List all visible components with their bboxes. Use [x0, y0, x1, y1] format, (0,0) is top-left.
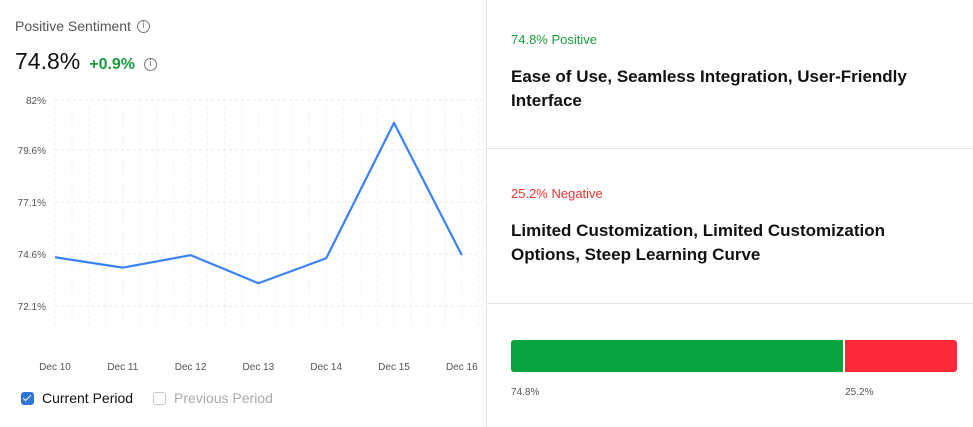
positive-section: 74.8% Positive Ease of Use, Seamless Int…	[487, 0, 973, 149]
info-icon[interactable]: i	[144, 58, 158, 71]
sentiment-line-chart: 82% 79.6% 77.1% 74.6% 72.1% Dec 10 Dec 11 Dec 1…	[18, 96, 486, 373]
negative-section: 25.2% Negative Limited Customization, Li…	[487, 149, 973, 304]
x-tick-label: Dec 16	[446, 362, 478, 373]
x-tick-label: Dec 11	[107, 362, 138, 373]
y-tick-label: 74.6%	[18, 250, 46, 261]
sentiment-breakdown-section: 74.8% 25.2%	[487, 304, 973, 427]
x-tick-label: Dec 10	[39, 362, 71, 373]
negative-bar-segment	[845, 340, 957, 372]
metric-delta: +0.9%	[89, 56, 136, 73]
positive-bar-segment	[511, 340, 844, 372]
metric-title: Positive Sentiment	[15, 18, 131, 34]
checkbox-checked-icon[interactable]	[21, 391, 34, 405]
series-line-current-period[interactable]	[54, 121, 463, 285]
negative-label: 25.2% Negative	[511, 186, 603, 201]
positive-themes: Ease of Use, Seamless Integration, User-…	[511, 67, 907, 110]
sentiment-chart-panel: Positive Sentiment i 74.8% +0.9% i 82% 79…	[0, 0, 486, 427]
negative-share-label: 25.2%	[845, 387, 874, 398]
y-tick-label: 82%	[26, 96, 46, 107]
metric-value-row: 74.8% +0.9% i	[15, 48, 158, 75]
sentiment-breakdown-bar	[511, 340, 957, 372]
legend-previous-label: Previous Period	[174, 390, 273, 406]
legend-previous-period[interactable]: Previous Period	[153, 390, 273, 406]
y-tick-label: 77.1%	[18, 198, 46, 209]
x-tick-label: Dec 14	[310, 362, 342, 373]
y-tick-label: 72.1%	[18, 302, 46, 313]
checkbox-unchecked-icon[interactable]	[153, 391, 167, 405]
metric-title-row: Positive Sentiment i	[15, 18, 150, 34]
info-icon[interactable]: i	[136, 19, 150, 33]
negative-themes: Limited Customization, Limited Customiza…	[511, 221, 885, 264]
positive-share-label: 74.8%	[511, 387, 540, 398]
y-tick-label: 79.6%	[18, 146, 46, 157]
sentiment-details-panel: 74.8% Positive Ease of Use, Seamless Int…	[486, 0, 973, 427]
legend-current-label: Current Period	[42, 390, 134, 406]
x-tick-label: Dec 13	[243, 362, 275, 373]
metric-value: 74.8%	[15, 48, 81, 74]
positive-label: 74.8% Positive	[511, 32, 597, 47]
x-tick-label: Dec 12	[175, 362, 207, 373]
x-tick-label: Dec 15	[378, 362, 410, 373]
chart-legend: Current Period Previous Period	[21, 390, 293, 406]
legend-current-period[interactable]: Current Period	[21, 390, 133, 406]
